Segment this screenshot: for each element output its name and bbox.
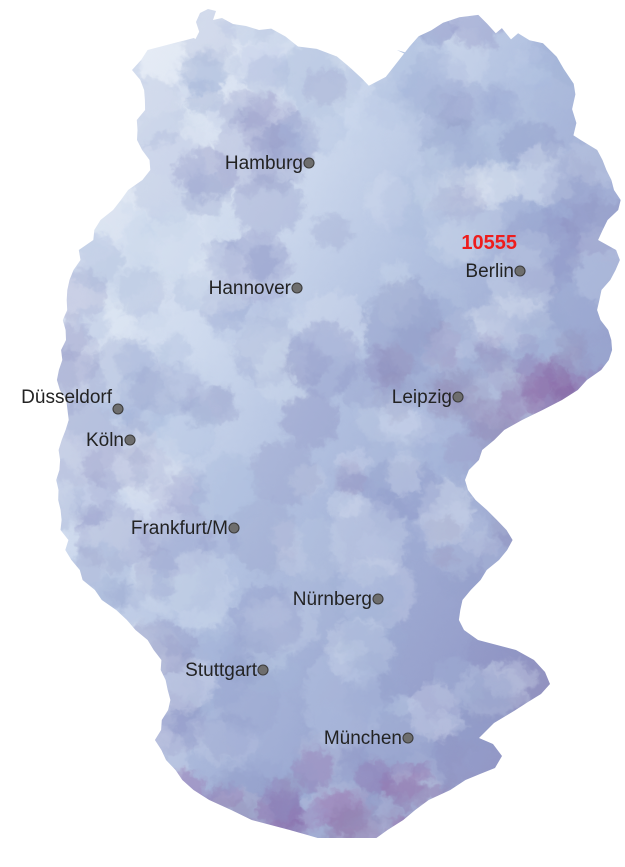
svg-text:Leipzig: Leipzig [392, 387, 452, 408]
svg-text:10555: 10555 [461, 232, 517, 254]
svg-text:Köln: Köln [86, 430, 124, 451]
svg-text:Hannover: Hannover [209, 278, 292, 299]
svg-text:Berlin: Berlin [465, 261, 514, 282]
svg-text:Nürnberg: Nürnberg [293, 589, 372, 610]
svg-text:Frankfurt/M: Frankfurt/M [131, 518, 228, 539]
svg-text:Düsseldorf: Düsseldorf [21, 387, 113, 408]
svg-text:München: München [324, 728, 402, 749]
svg-text:Stuttgart: Stuttgart [185, 660, 258, 681]
svg-text:Hamburg: Hamburg [225, 153, 303, 174]
